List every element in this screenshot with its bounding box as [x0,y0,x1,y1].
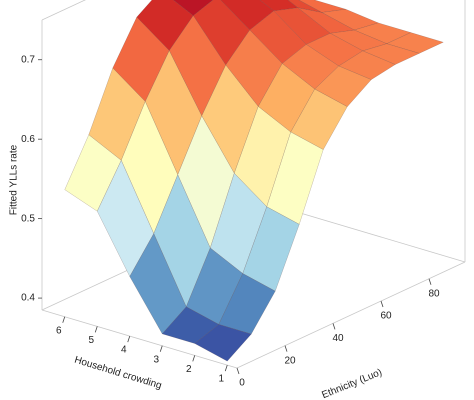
y-tick-label: 5 [88,335,94,346]
surface-facet [259,0,299,12]
surface-facet [297,7,356,34]
y-tick [192,355,196,362]
x-axis-label: Ethnicity (Luo) [320,367,383,400]
y-axis-label: Household crowding [73,355,163,392]
y-tick [159,345,163,352]
x-tick [236,367,240,375]
x-tick-label: 40 [332,333,344,344]
x-tick [332,323,336,330]
z-tick-label: 0.6 [21,134,35,145]
surface-facet [129,233,187,335]
y-tick [224,364,228,372]
z-axis-label: Fitted YLLs rate [9,144,20,215]
box-edge [41,309,238,369]
x-tick-label: 20 [284,355,296,366]
z-tick-label: 0.4 [21,293,35,304]
surface-facet [338,50,396,80]
surface-facet [194,324,252,362]
z-tick-label: 0.7 [21,54,35,65]
box-edge [41,0,86,21]
y-tick [94,326,98,333]
y-tick-label: 6 [56,325,62,336]
y-tick-label: 4 [121,345,127,356]
box-edge [236,261,466,369]
x-tick [284,345,288,352]
surface-facet [290,88,348,150]
x-tick-label: 0 [239,378,245,389]
x-tick [380,300,384,308]
surface-facet [314,65,372,108]
surface-facet [362,43,420,65]
y-tick [62,316,66,323]
z-tick-label: 0.5 [21,213,35,224]
surface-facet [386,32,444,54]
x-tick-label: 80 [428,288,440,299]
surface-facet [112,16,170,102]
surface-facet [329,29,388,52]
surface-facet [257,63,316,133]
y-tick-label: 2 [186,364,192,375]
surface-facet [249,10,307,64]
surface-facet [266,131,324,225]
y-tick-label: 3 [153,354,159,365]
y-tick-label: 1 [218,374,224,385]
x-tick-label: 60 [380,311,392,322]
surface-facet [298,0,346,13]
surface-facet [64,134,122,212]
y-tick [127,335,131,343]
x-tick [428,278,432,285]
